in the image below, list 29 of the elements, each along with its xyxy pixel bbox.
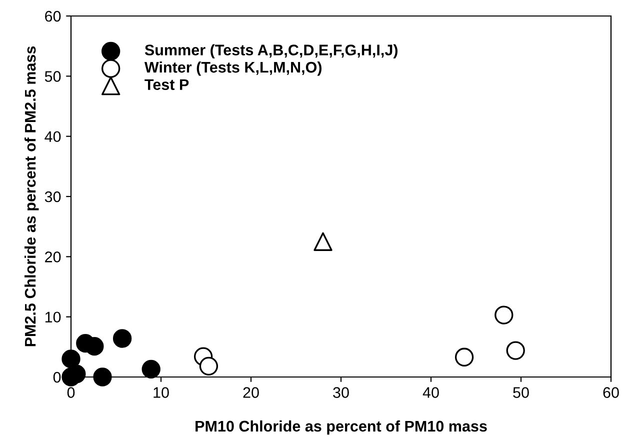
y-tick-label: 40	[44, 131, 61, 142]
x-tick-label: 30	[333, 387, 349, 398]
x-tick-label: 60	[603, 387, 619, 398]
legend-label: Summer (Tests A,B,C,D,E,F,G,H,I,J)	[144, 44, 398, 58]
x-axis-title: PM10 Chloride as percent of PM10 mass	[196, 420, 487, 435]
x-tick-label: 40	[422, 387, 439, 398]
y-tick-label: 60	[45, 10, 61, 22]
point	[85, 336, 104, 356]
point	[454, 348, 474, 366]
x-tick-label: 50	[513, 387, 529, 398]
point	[494, 306, 514, 324]
y-tick-label: 0	[53, 372, 61, 383]
y-tick-label: 30	[44, 191, 61, 202]
y-tick-label: 50	[44, 71, 61, 82]
x-tick-label: 10	[154, 387, 169, 398]
y-tick-label: 10	[45, 312, 61, 323]
legend-label: Winter (Tests K,L,M,N,O)	[144, 61, 322, 76]
point	[93, 368, 112, 386]
y-tick-label: 20	[45, 252, 61, 262]
point	[112, 329, 132, 348]
point	[506, 341, 525, 360]
x-tick-label: 20	[243, 387, 259, 398]
x-tick-label: 0	[67, 387, 75, 398]
point	[62, 350, 80, 368]
point	[199, 356, 218, 376]
point	[314, 232, 332, 251]
y-axis-title: PM2.5 Chloride as percent of PM2.5 mass	[24, 46, 39, 346]
point	[142, 360, 160, 379]
legend-label: Test P	[144, 79, 189, 90]
